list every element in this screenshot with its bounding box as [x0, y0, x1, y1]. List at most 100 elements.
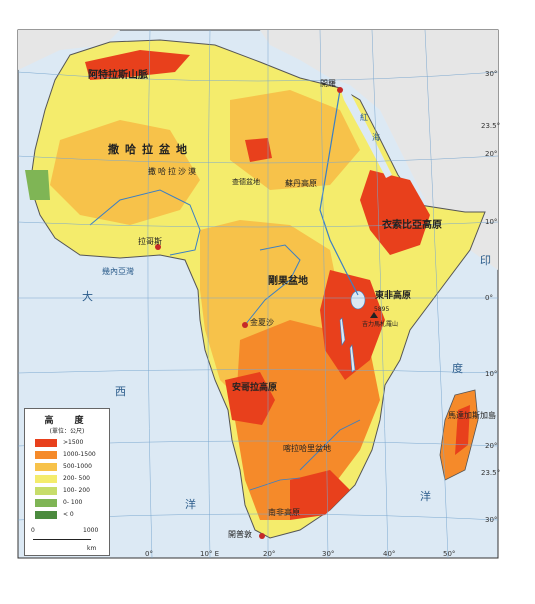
congo-river [244, 244, 301, 326]
legend-row: 1000-1500 [35, 451, 107, 460]
legend-swatch [35, 451, 57, 459]
label-chad-basin: 查德盆地 [232, 177, 260, 186]
city-label-cape-town: 開普敦 [228, 529, 252, 539]
legend-row: 200- 500 [35, 475, 107, 484]
europe-landmass [18, 30, 120, 70]
peak-elevation: 5895 [374, 306, 389, 313]
lon-label-40e: 40° [383, 550, 395, 558]
scale-unit: km [87, 545, 97, 552]
red-sea-glyph-2: 海 [372, 132, 380, 142]
scale-start: 0 [31, 527, 35, 534]
elev-tibesti [245, 138, 272, 162]
grid-lon-40e [371, 29, 389, 559]
grid-lat-20n [17, 155, 499, 164]
legend-label: < 0 [63, 511, 74, 518]
city-label-lagos: 拉哥斯 [138, 236, 162, 246]
legend-swatch [35, 439, 57, 447]
elev-drakensberg [290, 470, 350, 520]
lon-label-20e: 20° [263, 550, 275, 558]
peak-triangle-icon [370, 312, 378, 318]
label-east-african-plateau: 東非高原 [375, 289, 411, 301]
ocean-glyph-indian-3: 洋 [420, 489, 431, 503]
legend-swatch [35, 487, 57, 495]
legend-swatch [35, 499, 57, 507]
elev-atlas [85, 50, 190, 80]
lake-tanganyika [339, 317, 346, 346]
ocean-glyph-atlantic-1: 大 [82, 289, 93, 303]
city-label-kinshasa: 金夏沙 [250, 317, 274, 327]
label-south-african-plateau: 南非高原 [268, 507, 300, 517]
legend-row: 500-1000 [35, 463, 107, 472]
ocean-glyph-atlantic-2: 西 [115, 385, 126, 398]
elevation-legend: 高 度 (單位：公尺) >1500 1000-1500 500-1000 200… [24, 408, 110, 556]
label-angola-plateau: 安哥拉高原 [232, 381, 277, 393]
lat-label-0: 0° [485, 294, 493, 302]
elev-angola-highlands [225, 372, 275, 425]
city-label-cairo: 開羅 [320, 79, 336, 88]
legend-label: 200- 500 [63, 475, 90, 482]
label-atlas-mountains: 阿特拉斯山脈 [88, 68, 148, 81]
red-sea-glyph-1: 紅 [360, 112, 368, 122]
label-gulf-of-guinea: 幾內亞灣 [102, 266, 134, 276]
legend-label: 1000-1500 [63, 451, 96, 458]
grid-lon-50e [424, 29, 449, 559]
scale-bar [33, 537, 91, 540]
label-sahara-desert: 撒哈拉沙漠 [148, 166, 198, 176]
label-sahara-basin: 撒哈拉盆地 [108, 142, 193, 156]
label-kilimanjaro: 吉力馬札羅山 [362, 320, 398, 328]
lat-label-30s: 30° [485, 516, 497, 524]
city-marker-lagos [155, 244, 161, 250]
legend-row: 100- 200 [35, 487, 107, 496]
legend-title: 高 度 [44, 416, 90, 426]
lat-label-10s: 10° [485, 370, 497, 378]
label-ethiopian-highlands: 衣索比亞高原 [382, 218, 442, 231]
legend-swatch [35, 511, 57, 519]
lat-label-30n: 30° [485, 70, 497, 78]
label-kalahari-basin: 喀拉哈里盆地 [283, 443, 331, 453]
elev-east-african-plateau [320, 270, 385, 380]
label-sudan-plateau: 蘇丹高原 [285, 178, 317, 188]
elev-lowland-west [25, 170, 50, 200]
legend-row: < 0 [35, 511, 107, 520]
lat-label-23s: 23.5° [481, 469, 500, 477]
grid-lon-0 [147, 29, 153, 559]
red-sea [340, 88, 392, 178]
city-marker-cape-town [259, 533, 265, 539]
lon-label-50e: 50° [443, 550, 455, 558]
madagascar-highlands [455, 405, 470, 455]
orange-river [249, 477, 301, 491]
label-madagascar: 馬達加斯加島 [448, 410, 496, 420]
zambezi-river [299, 419, 361, 471]
niger-river [89, 189, 201, 256]
ocean-glyph-atlantic-3: 洋 [185, 497, 196, 511]
lat-label-23n: 23.5° [481, 122, 500, 130]
lat-label-10n: 10° [485, 218, 497, 226]
scale-end: 1000 [83, 527, 99, 534]
grid-lat-10s [17, 369, 499, 374]
legend-unit: (單位：公尺) [49, 428, 85, 435]
legend-label: 100- 200 [63, 487, 90, 494]
legend-swatch [35, 463, 57, 471]
city-marker-kinshasa [242, 322, 248, 328]
legend-label: 0- 100 [63, 499, 83, 506]
ocean-glyph-indian-1: 印 [480, 254, 491, 267]
lat-label-20s: 20° [485, 442, 497, 450]
lake-malawi [349, 344, 356, 373]
grid-lat-30n [17, 71, 499, 82]
lon-label-0: 0° [145, 550, 153, 558]
lat-label-20n: 20° [485, 150, 497, 158]
lon-label-10e: 10° E [200, 550, 219, 558]
label-congo-basin: 剛果盆地 [268, 274, 308, 287]
elev-sahara-west [50, 120, 200, 225]
ocean-glyph-indian-2: 度 [452, 361, 463, 375]
legend-label: 500-1000 [63, 463, 92, 470]
graticule [17, 29, 499, 559]
grid-lat-10n [17, 221, 499, 228]
legend-row: 0- 100 [35, 499, 107, 508]
grid-lon-10e [207, 29, 211, 559]
legend-row: >1500 [35, 439, 107, 448]
lon-label-30e: 30° [322, 550, 334, 558]
legend-swatch [35, 475, 57, 483]
